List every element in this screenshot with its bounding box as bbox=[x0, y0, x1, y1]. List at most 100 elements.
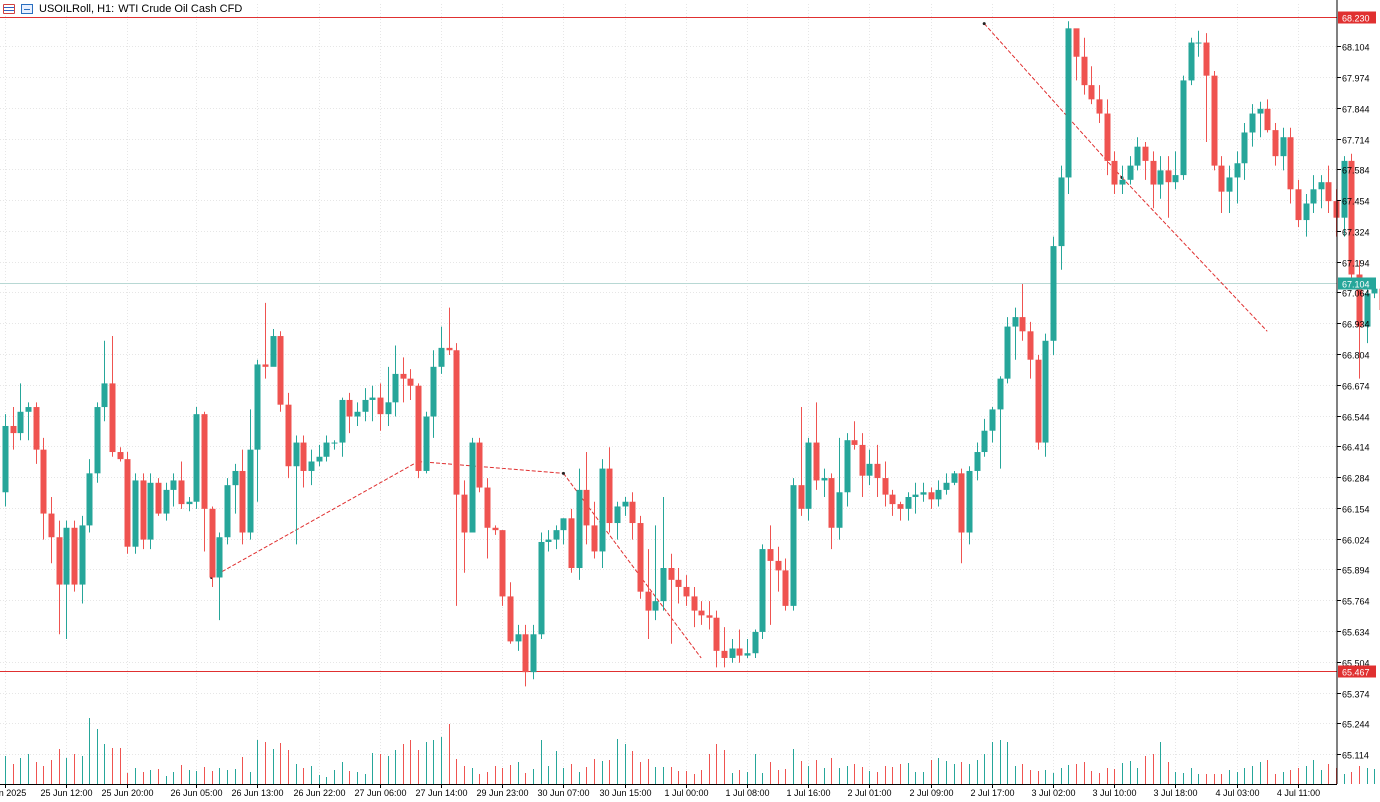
candle bbox=[828, 473, 835, 550]
candle-body bbox=[1287, 137, 1294, 190]
candle bbox=[1142, 141, 1149, 180]
candle bbox=[1127, 156, 1134, 185]
candle bbox=[392, 345, 399, 417]
time-tick-label: 26 Jun 22:00 bbox=[293, 788, 345, 798]
price-axis: 68.104 67.974 67.844 67.714 67.584 67.454 67.3… bbox=[1336, 0, 1376, 784]
candle-body bbox=[1241, 132, 1248, 164]
candle-body bbox=[293, 442, 300, 467]
candle bbox=[10, 407, 17, 450]
candle-body bbox=[56, 537, 63, 585]
time-tick-label: 25 Jun 20:00 bbox=[101, 788, 153, 798]
candle bbox=[476, 437, 483, 493]
price-tick-label: 66.154 bbox=[1342, 505, 1370, 515]
candle-body bbox=[415, 385, 422, 471]
candle bbox=[813, 402, 820, 490]
chart-menu-icon[interactable] bbox=[3, 4, 15, 14]
candle bbox=[1004, 317, 1011, 384]
candle-body bbox=[1058, 177, 1065, 247]
trend-line[interactable] bbox=[418, 460, 564, 474]
candle-body bbox=[170, 480, 177, 490]
candle-body bbox=[369, 397, 376, 400]
candle bbox=[866, 449, 873, 486]
price-tick-label: 66.024 bbox=[1342, 536, 1370, 546]
symbol-description: WTI Crude Oil Cash CFD bbox=[118, 3, 243, 15]
candle-body bbox=[1310, 189, 1317, 204]
candle-body bbox=[821, 478, 828, 481]
candle-body bbox=[94, 407, 101, 474]
candle-body bbox=[1012, 317, 1019, 327]
candle bbox=[576, 468, 583, 580]
candle-body bbox=[958, 473, 965, 533]
trend-line-anchor bbox=[561, 471, 565, 475]
horizontal-lines[interactable] bbox=[0, 17, 1337, 672]
candle bbox=[691, 586, 698, 628]
price-tick-label: 65.634 bbox=[1342, 628, 1370, 638]
candle bbox=[86, 459, 93, 533]
trend-line[interactable] bbox=[983, 23, 1123, 178]
candle bbox=[905, 492, 912, 521]
candle bbox=[499, 530, 506, 606]
candle-body bbox=[767, 549, 774, 561]
candle bbox=[782, 558, 789, 611]
candle bbox=[1295, 179, 1302, 228]
candle-body bbox=[247, 449, 254, 533]
candle-body bbox=[1371, 288, 1378, 294]
price-tick-label: 65.894 bbox=[1342, 566, 1370, 576]
price-tick-label: 67.844 bbox=[1342, 105, 1370, 115]
candle bbox=[1257, 101, 1264, 138]
indicator-window-icon[interactable] bbox=[21, 4, 33, 14]
candle bbox=[966, 466, 973, 545]
candle bbox=[706, 601, 713, 630]
candle-body bbox=[729, 648, 736, 658]
candle-body bbox=[798, 485, 805, 509]
candle bbox=[170, 473, 177, 507]
candle bbox=[400, 357, 407, 403]
candle-body bbox=[1019, 317, 1026, 332]
candle-body bbox=[759, 549, 766, 632]
price-tick-label: 65.764 bbox=[1342, 597, 1370, 607]
price-tick-label: 67.064 bbox=[1342, 289, 1370, 299]
trend-line[interactable] bbox=[211, 461, 419, 578]
candle bbox=[132, 473, 139, 554]
symbol-label: USOILRoll, H1: bbox=[39, 3, 115, 15]
candle bbox=[1341, 156, 1348, 237]
candle-body bbox=[1226, 177, 1233, 192]
candle bbox=[124, 452, 131, 554]
candle-body bbox=[476, 442, 483, 488]
candle-body bbox=[790, 485, 797, 606]
candle bbox=[759, 544, 766, 640]
candle bbox=[293, 435, 300, 545]
candle bbox=[583, 452, 590, 545]
candle bbox=[553, 525, 560, 550]
candle-body bbox=[652, 601, 659, 611]
candle-body bbox=[209, 508, 216, 578]
time-tick-label: 27 Jun 14:00 bbox=[415, 788, 467, 798]
candle-body bbox=[882, 478, 889, 495]
candle bbox=[629, 492, 636, 540]
candle-body bbox=[354, 411, 361, 417]
candle-body bbox=[576, 489, 583, 569]
candle-body bbox=[362, 399, 369, 412]
candle bbox=[1272, 123, 1279, 166]
candle-body bbox=[997, 378, 1004, 410]
candle bbox=[79, 515, 86, 604]
candle bbox=[469, 437, 476, 533]
price-tick-label: 66.544 bbox=[1342, 413, 1370, 423]
candle-body bbox=[1004, 326, 1011, 379]
candle bbox=[193, 407, 200, 509]
lower-line-label-bg bbox=[1338, 665, 1376, 678]
candle bbox=[897, 501, 904, 521]
candle bbox=[1096, 85, 1103, 124]
candle bbox=[1310, 175, 1317, 213]
candle-body bbox=[224, 485, 231, 538]
candle-body bbox=[1341, 160, 1348, 218]
candle bbox=[1303, 194, 1310, 237]
candle bbox=[1287, 127, 1294, 204]
candlesticks bbox=[2, 21, 1380, 687]
candle-body bbox=[270, 336, 277, 367]
trend-line[interactable] bbox=[1121, 177, 1268, 332]
candle bbox=[836, 437, 843, 540]
price-tick-label: 67.974 bbox=[1342, 74, 1370, 84]
candle-body bbox=[453, 350, 460, 495]
